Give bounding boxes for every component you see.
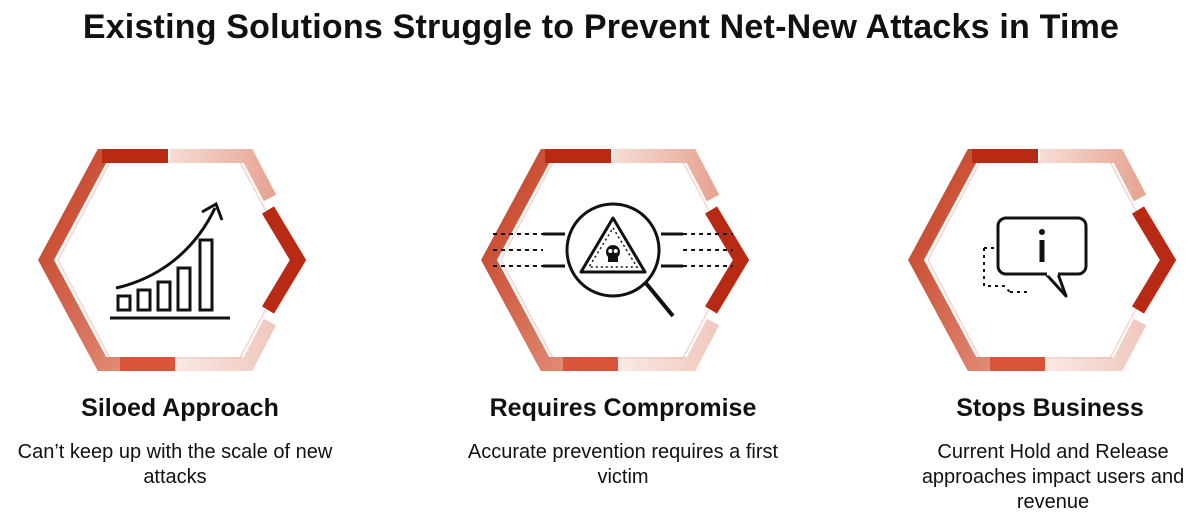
- growth-bar-chart-icon: [110, 201, 230, 320]
- card-title: Stops Business: [956, 394, 1144, 422]
- card-siloed-approach: Siloed Approach Can’t keep up with the s…: [0, 140, 370, 520]
- card-description: Accurate prevention requires a first vic…: [467, 441, 779, 488]
- card-description: Current Hold and Release approaches impa…: [921, 441, 1185, 513]
- info-chat-bubble-icon: [983, 216, 1088, 298]
- hexagon-frame: [38, 149, 307, 371]
- card-title: Siloed Approach: [81, 394, 279, 422]
- card-title: Requires Compromise: [489, 394, 757, 422]
- magnified-threat-icon: [493, 202, 733, 318]
- hexagon-frame: [908, 149, 1177, 371]
- card-stops-business: Stops Business Current Hold and Release …: [860, 140, 1202, 520]
- hexagon-frame: [481, 149, 750, 371]
- page-title: Existing Solutions Struggle to Prevent N…: [82, 8, 1120, 46]
- card-description: Can’t keep up with the scale of new atta…: [17, 441, 333, 488]
- card-requires-compromise: Requires Compromise Accurate prevention …: [433, 140, 813, 520]
